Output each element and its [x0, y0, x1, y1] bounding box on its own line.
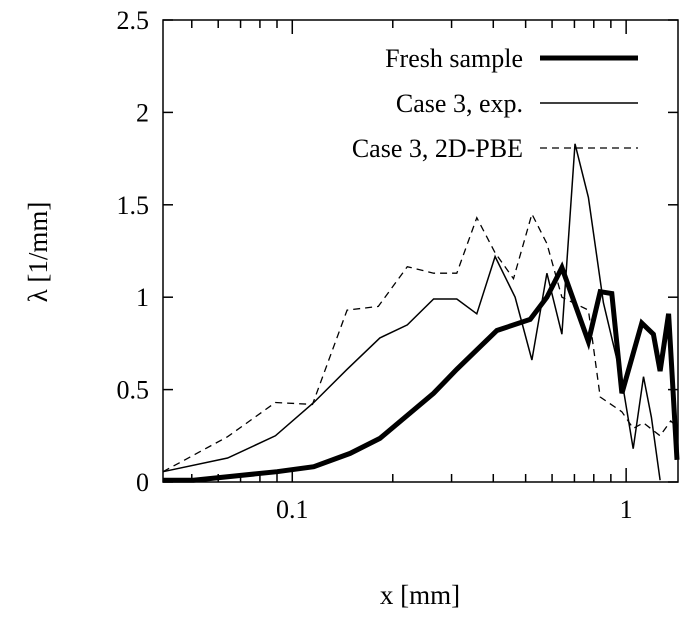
legend-label: Case 3, 2D-PBE	[352, 134, 523, 163]
y-tick-label: 1	[136, 283, 149, 312]
y-tick-label: 1.5	[117, 191, 150, 220]
x-tick-label: 1	[620, 495, 633, 524]
y-tick-label: 0	[136, 468, 149, 497]
x-tick-label: 0.1	[276, 495, 309, 524]
y-axis-label: λ [1/mm]	[23, 202, 53, 303]
y-tick-label: 2	[136, 98, 149, 127]
plot-frame	[162, 19, 679, 483]
series-line-0	[163, 261, 680, 483]
legend: Fresh sample Case 3, exp. Case 3, 2D-PBE	[352, 44, 638, 163]
y-tick-label: 2.5	[117, 6, 150, 35]
y-tick-label: 0.5	[117, 376, 150, 405]
legend-label: Fresh sample	[385, 44, 523, 73]
legend-label: Case 3, exp.	[396, 89, 523, 118]
x-axis-label: x [mm]	[380, 580, 460, 610]
series-line-2	[162, 212, 678, 473]
series-line-1	[162, 143, 661, 481]
